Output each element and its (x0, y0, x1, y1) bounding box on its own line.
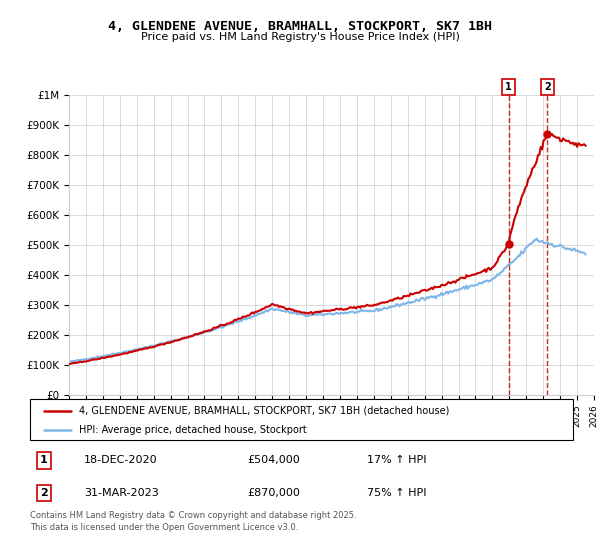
Text: 1: 1 (505, 82, 512, 92)
Text: 1: 1 (40, 455, 47, 465)
Text: 31-MAR-2023: 31-MAR-2023 (85, 488, 159, 498)
Text: Price paid vs. HM Land Registry's House Price Index (HPI): Price paid vs. HM Land Registry's House … (140, 32, 460, 42)
Text: £870,000: £870,000 (247, 488, 300, 498)
Text: 2: 2 (40, 488, 47, 498)
Text: 18-DEC-2020: 18-DEC-2020 (85, 455, 158, 465)
Text: 2: 2 (544, 82, 551, 92)
FancyBboxPatch shape (30, 399, 573, 440)
Text: £504,000: £504,000 (247, 455, 300, 465)
Text: 17% ↑ HPI: 17% ↑ HPI (367, 455, 426, 465)
Text: Contains HM Land Registry data © Crown copyright and database right 2025.
This d: Contains HM Land Registry data © Crown c… (30, 511, 356, 531)
Text: 4, GLENDENE AVENUE, BRAMHALL, STOCKPORT, SK7 1BH (detached house): 4, GLENDENE AVENUE, BRAMHALL, STOCKPORT,… (79, 405, 449, 416)
Text: 4, GLENDENE AVENUE, BRAMHALL, STOCKPORT, SK7 1BH: 4, GLENDENE AVENUE, BRAMHALL, STOCKPORT,… (108, 20, 492, 32)
Text: HPI: Average price, detached house, Stockport: HPI: Average price, detached house, Stoc… (79, 424, 307, 435)
Text: 75% ↑ HPI: 75% ↑ HPI (367, 488, 426, 498)
